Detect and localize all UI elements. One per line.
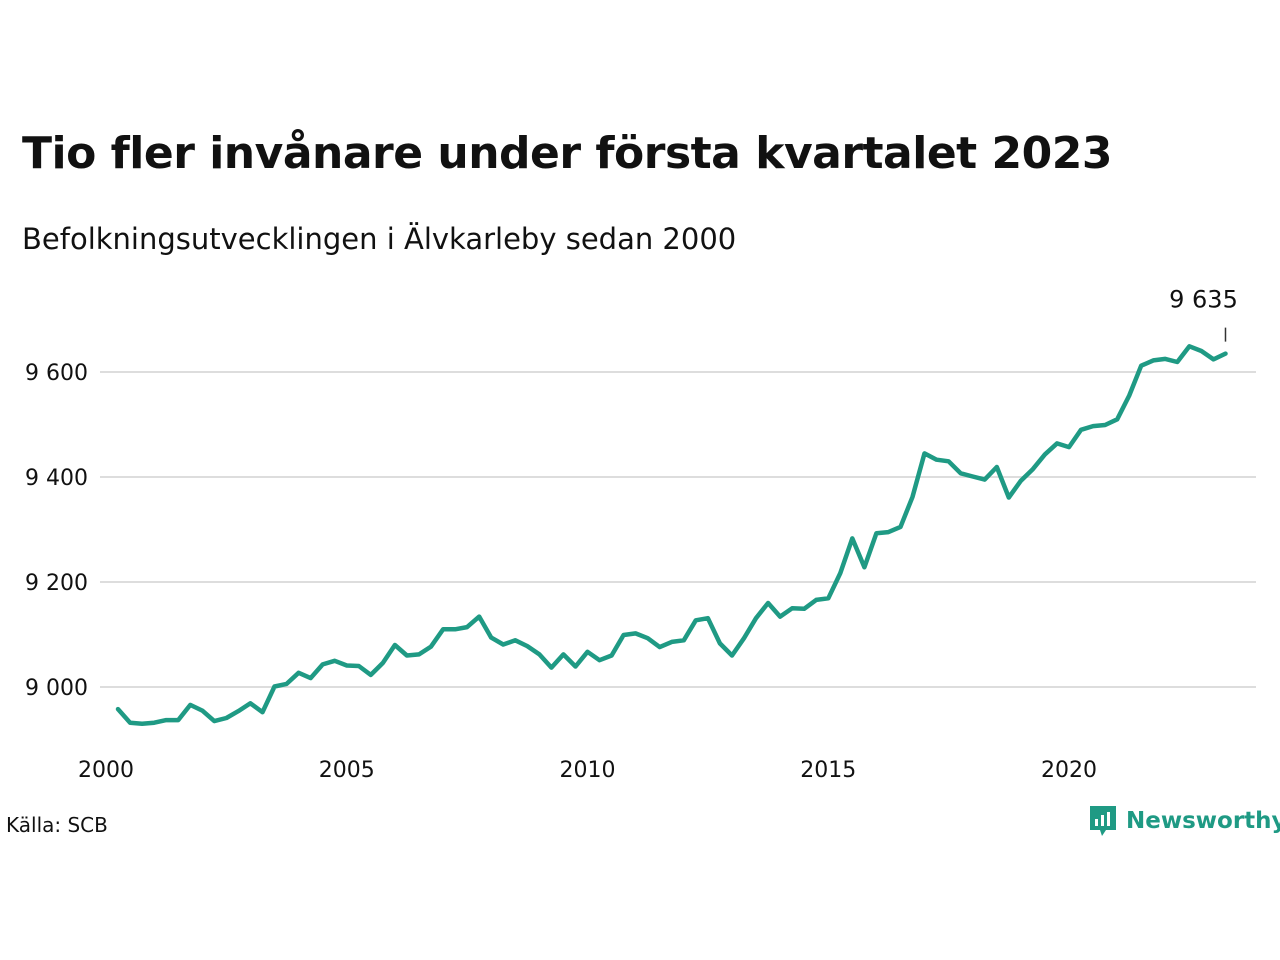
x-tick-label: 2010	[560, 758, 616, 783]
end-value-label: 9 635	[1169, 286, 1238, 314]
brand-name: Newsworthy	[1126, 808, 1280, 834]
x-tick-label: 2015	[800, 758, 856, 783]
x-tick-label: 2000	[78, 758, 134, 783]
chart-title: Tio fler invånare under första kvartalet…	[22, 128, 1112, 179]
y-tick-label: 9 600	[25, 361, 88, 386]
newsworthy-logo-icon	[1090, 806, 1116, 836]
x-tick-label: 2020	[1041, 758, 1097, 783]
source-note: Källa: SCB	[6, 813, 108, 837]
series-line	[115, 344, 1228, 727]
y-tick-label: 9 000	[25, 676, 88, 701]
line-chart: 9 000 9 200 9 400 9 600 2000 2005 2010 2015 2020…	[25, 286, 1256, 783]
brand-logo[interactable]: Newsworthy	[1088, 804, 1280, 838]
x-tick-label: 2005	[319, 758, 375, 783]
chart-subtitle: Befolkningsutvecklingen i Älvkarleby sed…	[22, 222, 737, 256]
y-tick-label: 9 400	[25, 466, 88, 491]
y-tick-label: 9 200	[25, 571, 88, 596]
